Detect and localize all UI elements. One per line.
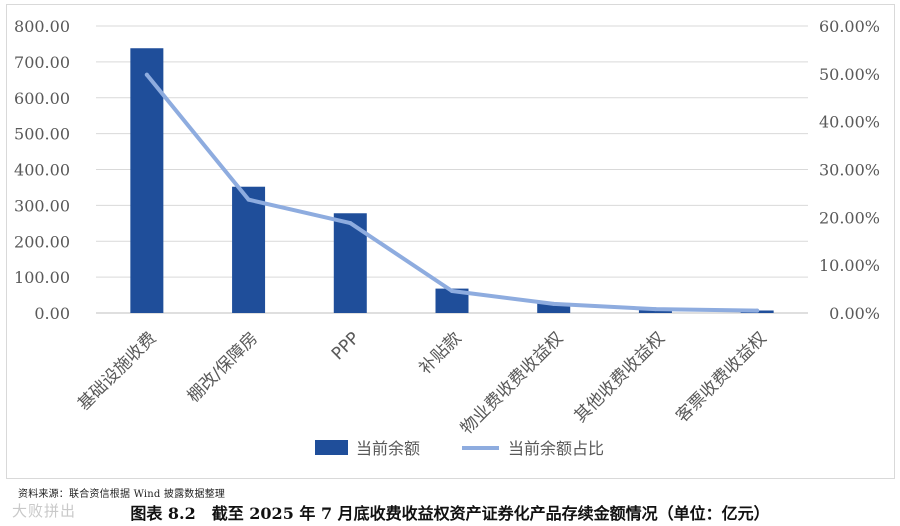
y-right-tick-label: 10.00% bbox=[819, 256, 880, 275]
y-left-tick-label: 300.00 bbox=[14, 196, 70, 215]
figure-caption: 图表 8.2 截至 2025 年 7 月底收费收益权资产证券化产品存续金额情况（… bbox=[130, 504, 770, 523]
x-category-label: 客票收费收益权 bbox=[672, 328, 770, 426]
y-left-tick-label: 400.00 bbox=[14, 161, 70, 180]
line-point bbox=[653, 307, 658, 312]
x-category-label: 基础设施收费 bbox=[74, 328, 160, 414]
legend-bar-label: 当前余额 bbox=[356, 439, 420, 458]
y-right-tick-label: 0.00% bbox=[829, 304, 880, 323]
line-point bbox=[450, 288, 454, 293]
line-point bbox=[144, 72, 149, 77]
y-right-tick-label: 20.00% bbox=[819, 208, 880, 227]
x-category-label: 棚改/保障房 bbox=[184, 328, 262, 406]
line-point bbox=[348, 221, 353, 226]
x-category-label: PPP bbox=[328, 328, 364, 364]
y-left-tick-label: 100.00 bbox=[14, 268, 70, 287]
watermark: 大败拼出 bbox=[12, 502, 77, 520]
line-point bbox=[246, 197, 251, 202]
legend-bar-swatch bbox=[315, 440, 348, 455]
y-left-tick-label: 600.00 bbox=[14, 89, 70, 108]
legend-line-label: 当前余额占比 bbox=[508, 439, 604, 458]
x-category-label: 物业费收费收益权 bbox=[457, 328, 567, 438]
y-right-tick-label: 60.00% bbox=[819, 17, 880, 36]
y-left-tick-label: 200.00 bbox=[14, 232, 70, 251]
source-note: 资料来源：联合资信根据 Wind 披露数据整理 bbox=[18, 489, 226, 500]
bar[interactable] bbox=[130, 48, 164, 314]
y-left-tick-label: 500.00 bbox=[14, 125, 70, 144]
bar[interactable] bbox=[537, 302, 571, 313]
y-right-tick-label: 30.00% bbox=[819, 161, 880, 180]
x-category-label: 补贴款 bbox=[415, 328, 465, 378]
y-right-tick-label: 50.00% bbox=[819, 65, 880, 84]
bar[interactable] bbox=[232, 186, 266, 313]
combo-chart: 800.00 700.00 600.00 500.00 400.00 300.00 200.… bbox=[14, 17, 880, 458]
y-right-tick-label: 40.00% bbox=[819, 113, 880, 132]
x-category-label: 其他收费收益权 bbox=[571, 328, 669, 426]
line-point bbox=[755, 308, 760, 313]
y-left-tick-label: 800.00 bbox=[14, 17, 70, 36]
y-left-tick-label: 700.00 bbox=[14, 53, 70, 72]
y-left-tick-label: 0.00 bbox=[34, 304, 70, 323]
line-point bbox=[551, 301, 556, 306]
bar[interactable] bbox=[333, 213, 367, 313]
